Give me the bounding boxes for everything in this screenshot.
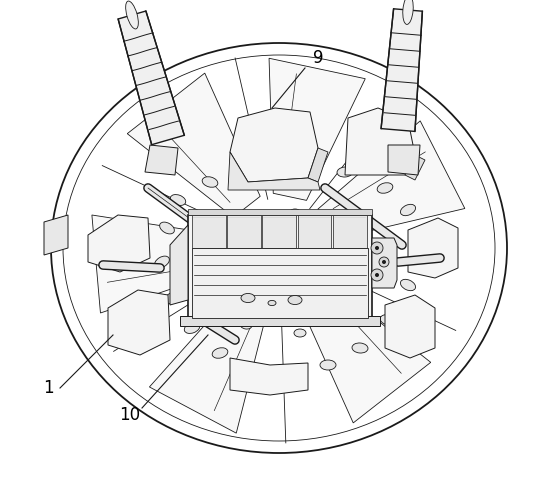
Ellipse shape xyxy=(160,222,174,234)
Polygon shape xyxy=(381,9,422,131)
Ellipse shape xyxy=(224,214,236,222)
Ellipse shape xyxy=(292,163,308,173)
Polygon shape xyxy=(318,121,465,240)
Bar xyxy=(188,215,372,318)
Polygon shape xyxy=(408,218,458,278)
Ellipse shape xyxy=(367,254,379,262)
Ellipse shape xyxy=(155,256,170,268)
Bar xyxy=(180,316,380,326)
Ellipse shape xyxy=(339,218,351,226)
Circle shape xyxy=(379,257,389,267)
Ellipse shape xyxy=(126,1,138,29)
Ellipse shape xyxy=(202,177,218,187)
Polygon shape xyxy=(118,11,184,145)
Text: 9: 9 xyxy=(312,49,323,67)
Polygon shape xyxy=(405,155,425,180)
Ellipse shape xyxy=(289,209,301,217)
Ellipse shape xyxy=(288,296,302,305)
Polygon shape xyxy=(230,358,308,395)
Ellipse shape xyxy=(51,43,507,453)
Bar xyxy=(227,215,261,248)
Ellipse shape xyxy=(401,204,416,215)
Ellipse shape xyxy=(377,183,393,193)
Ellipse shape xyxy=(268,300,276,306)
Ellipse shape xyxy=(380,315,396,325)
Ellipse shape xyxy=(241,294,255,302)
Ellipse shape xyxy=(240,321,252,329)
Circle shape xyxy=(371,242,383,254)
Circle shape xyxy=(375,273,379,277)
Bar xyxy=(297,215,331,248)
Ellipse shape xyxy=(337,167,353,177)
Polygon shape xyxy=(298,279,431,423)
Polygon shape xyxy=(372,238,397,288)
Ellipse shape xyxy=(282,367,298,377)
Bar xyxy=(192,215,225,248)
Ellipse shape xyxy=(320,360,336,370)
Polygon shape xyxy=(345,108,415,175)
Bar xyxy=(262,215,296,248)
Text: 10: 10 xyxy=(119,406,141,424)
Circle shape xyxy=(375,246,379,250)
Ellipse shape xyxy=(165,292,180,304)
Polygon shape xyxy=(145,145,178,175)
Bar xyxy=(333,215,367,248)
Ellipse shape xyxy=(202,284,214,292)
Ellipse shape xyxy=(244,363,260,373)
Ellipse shape xyxy=(244,165,260,175)
Ellipse shape xyxy=(212,348,228,358)
Polygon shape xyxy=(92,215,228,313)
Ellipse shape xyxy=(411,239,425,251)
Bar xyxy=(188,209,372,215)
Ellipse shape xyxy=(184,323,200,333)
Text: 1: 1 xyxy=(43,379,54,397)
Circle shape xyxy=(382,260,386,264)
Ellipse shape xyxy=(349,304,361,312)
Polygon shape xyxy=(228,152,320,190)
Ellipse shape xyxy=(403,0,413,25)
Polygon shape xyxy=(230,108,318,182)
Ellipse shape xyxy=(401,279,416,291)
Bar xyxy=(192,248,368,318)
Circle shape xyxy=(371,269,383,281)
Polygon shape xyxy=(44,215,68,255)
Polygon shape xyxy=(150,286,270,433)
Ellipse shape xyxy=(352,343,368,353)
Polygon shape xyxy=(308,148,328,182)
Polygon shape xyxy=(385,295,435,358)
Polygon shape xyxy=(108,290,170,355)
Polygon shape xyxy=(127,73,260,217)
Polygon shape xyxy=(388,145,420,175)
Polygon shape xyxy=(88,215,150,272)
Ellipse shape xyxy=(294,329,306,337)
Ellipse shape xyxy=(170,195,186,205)
Polygon shape xyxy=(269,58,365,200)
Polygon shape xyxy=(170,225,188,305)
